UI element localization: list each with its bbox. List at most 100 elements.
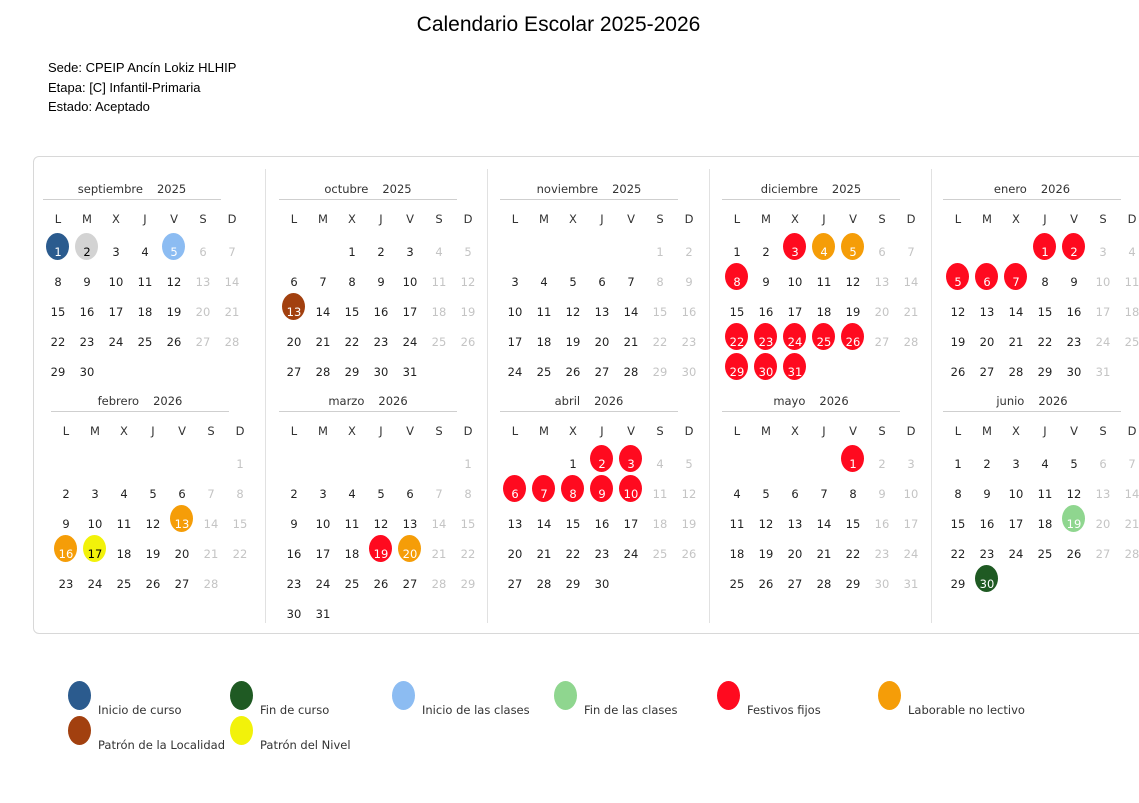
day-number: 22 xyxy=(344,335,360,349)
calendar-day: 5 xyxy=(559,264,587,294)
day-number: 18 xyxy=(652,517,668,531)
day-number: 19 xyxy=(845,305,861,319)
calendar-day: 17 xyxy=(309,536,337,566)
calendar-day: 28 xyxy=(617,354,645,384)
calendar-day-festivo: 8 xyxy=(723,263,751,294)
day-number: 17 xyxy=(315,547,331,561)
calendar-day: 2 xyxy=(675,234,703,264)
calendar-day: 19 xyxy=(160,294,188,324)
day-number: 31 xyxy=(1095,365,1111,379)
day-number: 4 xyxy=(120,487,128,501)
calendar-day: 15 xyxy=(226,506,254,536)
calendar-day: 2 xyxy=(973,446,1001,476)
calendar-day-gris: 2 xyxy=(73,233,101,264)
month-header: septiembre 2025 xyxy=(43,182,221,196)
day-number: 22 xyxy=(950,547,966,561)
day-number: 25 xyxy=(536,365,552,379)
day-number: 5 xyxy=(954,275,962,289)
calendar-day: 16 xyxy=(73,294,101,324)
calendar-day: 20 xyxy=(973,324,1001,354)
day-number: 13 xyxy=(402,517,418,531)
calendar-day-festivo: 25 xyxy=(810,323,838,354)
calendar-day: 1 xyxy=(338,234,366,264)
calendar-day: 27 xyxy=(868,324,896,354)
day-number: 20 xyxy=(507,547,523,561)
day-number: 18 xyxy=(137,305,153,319)
day-marker xyxy=(1004,263,1027,290)
calendar-day: 5 xyxy=(454,234,482,264)
calendar-day: 15 xyxy=(559,506,587,536)
column-divider xyxy=(709,169,710,623)
weekday-label: D xyxy=(227,212,237,226)
day-number: 6 xyxy=(983,275,991,289)
day-number: 29 xyxy=(950,577,966,591)
day-number: 17 xyxy=(402,305,418,319)
calendar-day: 28 xyxy=(1118,536,1139,566)
calendar-day: 19 xyxy=(139,536,167,566)
calendar-day: 8 xyxy=(454,476,482,506)
day-number: 15 xyxy=(344,305,360,319)
day-number: 9 xyxy=(62,517,70,531)
calendar-day: 26 xyxy=(944,354,972,384)
month-header: octubre 2025 xyxy=(279,182,457,196)
day-number: 17 xyxy=(903,517,919,531)
day-number: 7 xyxy=(820,487,828,501)
weekday-label: S xyxy=(199,212,207,226)
day-number: 12 xyxy=(1066,487,1082,501)
day-number: 15 xyxy=(652,305,668,319)
month-name: febrero xyxy=(97,394,140,408)
calendar-day: 15 xyxy=(338,294,366,324)
day-number: 23 xyxy=(373,335,389,349)
day-number: 3 xyxy=(319,487,327,501)
day-number: 30 xyxy=(758,365,774,379)
day-number: 25 xyxy=(1037,547,1053,561)
weekday-label: L xyxy=(511,424,519,438)
calendar-day: 2 xyxy=(367,234,395,264)
day-number: 28 xyxy=(1124,547,1139,561)
calendar-day: 21 xyxy=(425,536,453,566)
day-number: 5 xyxy=(149,487,157,501)
day-marker xyxy=(619,475,642,502)
calendar-day: 2 xyxy=(868,446,896,476)
day-number: 20 xyxy=(594,335,610,349)
day-number: 16 xyxy=(79,305,95,319)
day-number: 12 xyxy=(681,487,697,501)
day-number: 21 xyxy=(224,305,240,319)
day-number: 15 xyxy=(1037,305,1053,319)
month-year: 2025 xyxy=(831,182,862,196)
day-number: 24 xyxy=(87,577,103,591)
calendar-day: 23 xyxy=(367,324,395,354)
calendar-day: 7 xyxy=(617,264,645,294)
calendar-day: 5 xyxy=(752,476,780,506)
calendar-day: 16 xyxy=(868,506,896,536)
calendar-day: 21 xyxy=(810,536,838,566)
day-number: 1 xyxy=(656,245,664,259)
calendar-day: 20 xyxy=(588,324,616,354)
calendar-day: 16 xyxy=(280,536,308,566)
day-number: 26 xyxy=(681,547,697,561)
day-number: 6 xyxy=(178,487,186,501)
calendar-day: 24 xyxy=(81,566,109,596)
calendar-day: 11 xyxy=(530,294,558,324)
weekday-label: D xyxy=(235,424,245,438)
calendar-day: 16 xyxy=(588,506,616,536)
calendar-day: 14 xyxy=(810,506,838,536)
calendar-day: 14 xyxy=(617,294,645,324)
day-number: 14 xyxy=(903,275,919,289)
day-number: 15 xyxy=(232,517,248,531)
weekday-label: J xyxy=(379,212,383,226)
day-number: 2 xyxy=(1070,245,1078,259)
calendar-day: 16 xyxy=(752,294,780,324)
weekday-label: S xyxy=(435,212,443,226)
calendar-day-festivo: 3 xyxy=(617,445,645,476)
calendar-day: 3 xyxy=(1002,446,1030,476)
day-number: 9 xyxy=(598,487,606,501)
calendar-day: 8 xyxy=(1031,264,1059,294)
month-name: septiembre xyxy=(77,182,143,196)
calendar-day-festivo: 10 xyxy=(617,475,645,506)
day-number: 24 xyxy=(402,335,418,349)
day-number: 19 xyxy=(1066,517,1082,531)
month-abril: abril 2026 L M X J V S D 1 2 3 4 5 6 7 8 9 10 11 12 13 14 15 16 1… xyxy=(495,394,696,604)
day-number: 14 xyxy=(1124,487,1139,501)
weekday-label: M xyxy=(761,424,771,438)
